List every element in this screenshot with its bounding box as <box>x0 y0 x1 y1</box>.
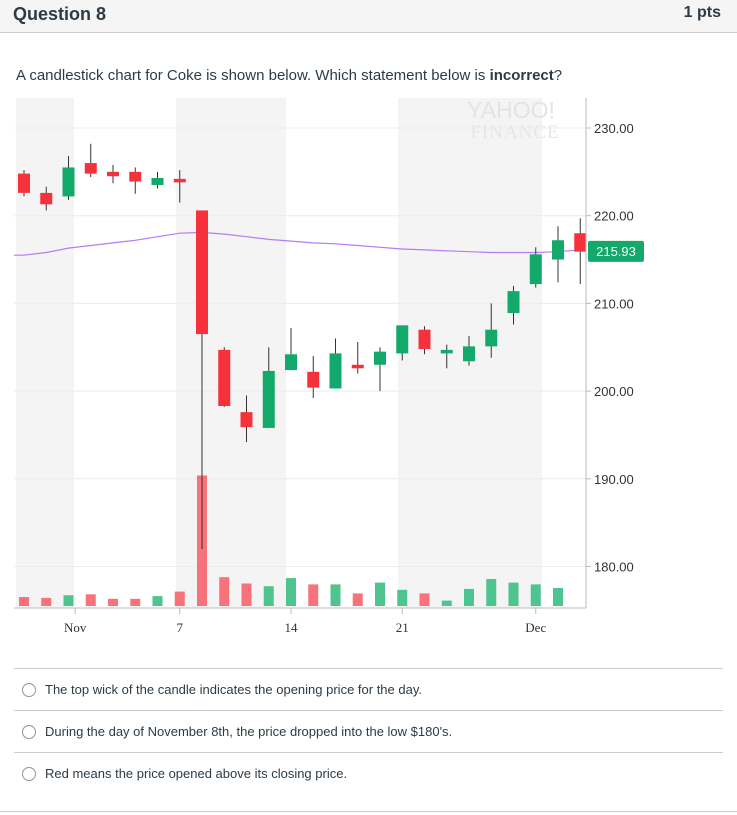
y-tick-label: 200.00 <box>594 384 634 399</box>
y-tick-label: 220.00 <box>594 209 634 224</box>
volume-bar <box>375 582 385 606</box>
radio-button[interactable] <box>22 724 36 739</box>
candle-body <box>62 167 75 197</box>
volume-bar <box>441 600 452 606</box>
volume-bar <box>108 598 118 606</box>
volume-bar <box>85 594 96 606</box>
volume-bar <box>352 593 363 606</box>
candle-body <box>574 233 587 252</box>
volume-bar <box>508 582 519 606</box>
y-tick-labels: 230.00 220.00 210.00 200.00 190.00 180.00 <box>586 121 634 575</box>
last-price-tag: 215.93 <box>588 240 644 262</box>
volume-bar <box>19 597 29 606</box>
volume-bar <box>63 595 74 606</box>
candle-body <box>329 353 342 389</box>
question-points: 1 pts <box>683 4 721 21</box>
y-tick-label: 180.00 <box>594 560 634 575</box>
volume-bar <box>286 578 296 606</box>
volume-bar <box>308 584 319 606</box>
candle-body <box>374 351 386 365</box>
volume-bar <box>263 586 274 606</box>
x-tick-label: Nov <box>64 620 87 635</box>
candle-body <box>129 171 142 182</box>
candle-body <box>151 177 164 186</box>
volume-bar <box>174 591 185 606</box>
candle-body <box>240 412 253 428</box>
candle-body <box>262 370 275 428</box>
watermark-line-2: FINANCE <box>470 122 559 143</box>
answer-option[interactable]: The top wick of the candle indicates the… <box>14 668 723 710</box>
candle-body <box>84 163 97 174</box>
question-prompt: A candlestick chart for Coke is shown be… <box>16 67 562 84</box>
candle-body <box>418 329 431 350</box>
y-tick-label: 190.00 <box>594 472 634 487</box>
x-tick-label: 7 <box>177 620 184 635</box>
prompt-end: ? <box>553 67 563 84</box>
bottom-divider <box>0 811 737 812</box>
candle-body <box>485 329 498 347</box>
volume-bar <box>152 596 163 606</box>
volume-bar <box>41 597 52 606</box>
candle-body <box>173 178 186 183</box>
answer-label: Red means the price opened above its clo… <box>45 766 348 781</box>
volume-bar <box>530 584 541 606</box>
candle-body <box>218 349 231 407</box>
candle-body <box>18 173 30 193</box>
y-tick-label: 210.00 <box>594 296 634 311</box>
candle-body <box>40 192 53 205</box>
answer-label: The top wick of the candle indicates the… <box>45 682 422 697</box>
candle-body <box>552 240 564 260</box>
gridlines <box>14 127 586 567</box>
last-price-label: 215.93 <box>596 244 636 259</box>
x-tick-label: 21 <box>396 620 409 635</box>
answer-label: During the day of November 8th, the pric… <box>45 724 453 739</box>
volume-bar <box>486 579 497 606</box>
x-tick-label: 14 <box>285 620 299 635</box>
prompt-emphasis: incorrect <box>489 67 554 84</box>
prompt-text: A candlestick chart for Coke is shown be… <box>16 67 490 84</box>
x-tick-label: Dec <box>525 620 546 635</box>
volume-bar <box>130 598 141 606</box>
candle-body <box>307 371 320 388</box>
watermark-line-1: YAHOO! <box>467 98 555 123</box>
volume-bar <box>397 589 408 606</box>
candle-body <box>196 210 208 335</box>
candle-body <box>396 325 409 354</box>
y-tick-label: 230.00 <box>594 121 634 136</box>
x-tick-labels: Nov 7 14 21 Dec <box>64 608 546 635</box>
answer-list: The top wick of the candle indicates the… <box>14 668 723 794</box>
volume-bar <box>464 588 474 606</box>
answer-option[interactable]: During the day of November 8th, the pric… <box>14 710 723 752</box>
volume-bar <box>419 593 430 606</box>
question-title: Question 8 <box>13 4 107 24</box>
radio-button[interactable] <box>22 766 36 781</box>
candle-body <box>463 346 475 362</box>
answer-option[interactable]: Red means the price opened above its clo… <box>14 752 723 794</box>
radio-button[interactable] <box>22 682 36 697</box>
volume-bar <box>219 577 230 606</box>
week-band <box>176 98 286 608</box>
volume-bar <box>330 584 341 606</box>
candle-body <box>285 354 297 371</box>
candle-body <box>107 171 119 177</box>
candlestick-chart: YAHOO! FINANCE 230.00 220.00 210.00 200.00 1… <box>14 98 644 635</box>
moving-average-line <box>14 231 586 256</box>
candle-body <box>351 364 364 369</box>
candle-body <box>440 349 453 354</box>
volume-bar <box>553 588 563 606</box>
last-price-box <box>588 240 644 262</box>
candle-body <box>507 291 520 314</box>
question-header: Question 8 1 pts <box>0 0 737 33</box>
volume-bar <box>241 583 252 606</box>
candle-body <box>529 254 542 285</box>
candles <box>18 143 587 549</box>
